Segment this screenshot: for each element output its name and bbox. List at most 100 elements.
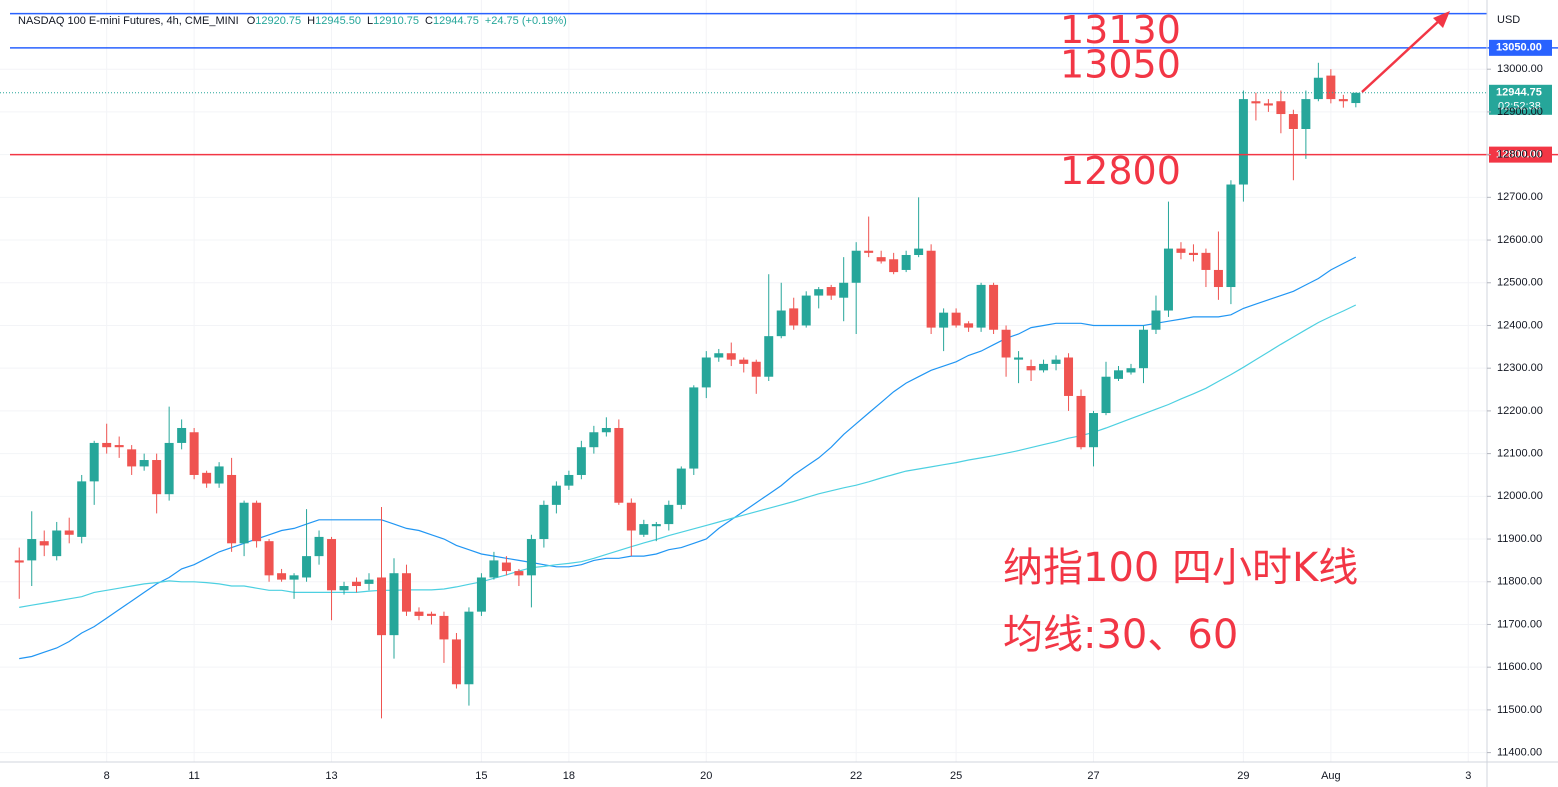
y-tick-label: 11400.00	[1497, 747, 1542, 759]
x-tick-label: 20	[700, 770, 712, 782]
level-box	[1489, 146, 1552, 163]
candle-body	[951, 312, 961, 326]
candle-body	[77, 481, 87, 537]
moving-averages	[19, 256, 1357, 660]
x-tick-label: 3	[1465, 770, 1471, 782]
candle-body	[89, 442, 99, 482]
candle-body	[39, 541, 49, 546]
header-symbol: NASDAQ 100 E-mini Futures, 4h, CME_MINI	[18, 15, 239, 27]
header-field-value: 12920.75	[255, 15, 301, 27]
y-tick-label: 11800.00	[1497, 576, 1542, 588]
candle-body	[302, 556, 312, 578]
candle-body	[901, 254, 911, 270]
candle-body	[64, 530, 74, 535]
candle-body	[1276, 101, 1286, 115]
candle-body	[651, 524, 661, 527]
candle-body	[1201, 252, 1211, 270]
candle-body	[339, 586, 349, 591]
candle-body	[526, 539, 536, 576]
candle-body	[252, 502, 262, 542]
level-annotation: 12800	[1060, 149, 1181, 193]
candle-body	[1039, 363, 1049, 371]
y-tick-label: 12400.00	[1497, 319, 1543, 331]
candle-body	[676, 468, 686, 505]
candle-body	[501, 562, 511, 572]
candle-body	[152, 460, 162, 495]
header-field-value: 12910.75	[373, 15, 419, 27]
candle-body	[601, 427, 611, 433]
candle-body	[1251, 101, 1261, 104]
candle-body	[876, 257, 886, 262]
candle-body	[1313, 77, 1323, 100]
candle-body	[314, 536, 324, 557]
candle-body	[1188, 252, 1198, 255]
x-tick-label: 25	[950, 770, 962, 782]
candle-body	[514, 571, 524, 576]
last-price-box	[1489, 84, 1552, 115]
candle-body	[139, 460, 149, 467]
currency: USD	[1497, 14, 1520, 26]
header-field-label: H	[307, 15, 315, 27]
candle-body	[989, 284, 999, 330]
candle-body	[764, 336, 774, 377]
arrow	[1361, 19, 1441, 93]
candle-body	[227, 474, 237, 544]
candle-body	[976, 284, 986, 328]
chart-subtitle: 均线:30、60	[1003, 612, 1238, 658]
level-annotation: 13050	[1060, 42, 1181, 86]
y-tick-label: 12600.00	[1497, 234, 1543, 246]
y-tick-label: 11500.00	[1497, 704, 1542, 716]
candle-body	[726, 353, 736, 360]
candle-body	[1163, 248, 1173, 311]
candle-body	[177, 427, 187, 443]
x-tick-label: 22	[850, 770, 862, 782]
candle-body	[214, 466, 224, 484]
candle-body	[664, 504, 674, 525]
candle-body	[1226, 184, 1236, 288]
candle-body	[27, 539, 37, 561]
candle-body	[576, 447, 586, 475]
y-tick-label: 12000.00	[1497, 490, 1543, 502]
candle-body	[626, 502, 636, 531]
candle-body	[1326, 75, 1336, 100]
candle-body	[164, 442, 174, 495]
candle-body	[451, 639, 461, 685]
candle-body	[189, 432, 199, 475]
candle-body	[551, 485, 561, 505]
candles	[14, 62, 1361, 719]
candle-body	[939, 312, 949, 328]
x-tick-label: 11	[188, 770, 199, 782]
candle-body	[1089, 413, 1099, 448]
y-tick-label: 13000.00	[1497, 63, 1543, 75]
ma-line	[19, 304, 1357, 608]
candle-body	[14, 560, 24, 563]
candle-body	[739, 359, 749, 364]
candle-body	[1151, 310, 1161, 330]
x-tick-label: 29	[1237, 770, 1249, 782]
arrow-head	[1433, 11, 1450, 28]
y-tick-label: 12900.00	[1497, 106, 1543, 118]
candle-body	[489, 560, 499, 578]
candle-body	[1026, 366, 1036, 371]
x-tick-label: 13	[325, 770, 337, 782]
ma-line	[19, 256, 1357, 660]
candle-body	[426, 613, 436, 616]
candle-body	[564, 474, 574, 486]
candle-body	[639, 524, 649, 535]
y-tick-label: 12800.00	[1497, 149, 1543, 161]
candle-body	[327, 539, 337, 591]
candle-body	[1288, 114, 1298, 129]
level-label: 12800.00	[1496, 149, 1542, 161]
y-tick-label: 12500.00	[1497, 277, 1543, 289]
candle-body	[52, 530, 62, 557]
countdown: 02:52:38	[1498, 101, 1541, 113]
candle-body	[889, 259, 899, 273]
candle-body	[864, 250, 874, 253]
candle-body	[751, 361, 761, 377]
y-tick-label: 12300.00	[1497, 362, 1543, 374]
candle-body	[614, 427, 624, 503]
x-tick-label: 15	[475, 770, 487, 782]
candle-body	[114, 445, 124, 448]
y-tick-label: 12100.00	[1497, 448, 1543, 460]
candle-body	[1238, 99, 1248, 185]
